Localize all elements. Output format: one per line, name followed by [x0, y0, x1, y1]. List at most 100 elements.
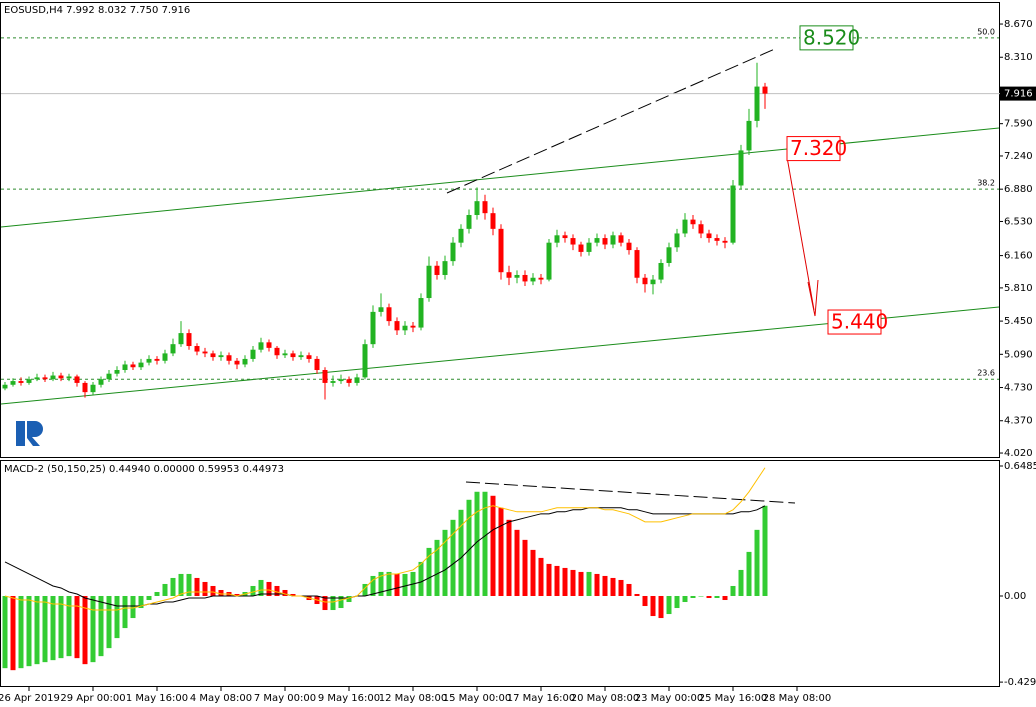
macd-bar — [50, 595, 56, 661]
fib-label: 50.0 — [977, 27, 995, 36]
y-tick-label: 6.160 — [1004, 251, 1033, 262]
macd-bar — [362, 583, 368, 596]
candle-body — [18, 381, 24, 383]
macd-bar — [762, 505, 768, 596]
candle-body — [234, 360, 240, 365]
macd-bar — [290, 593, 296, 596]
logo — [16, 421, 43, 446]
candle-body — [162, 353, 168, 361]
candle-body — [530, 277, 536, 282]
macd-bar — [690, 595, 696, 599]
macd-bar — [618, 579, 624, 596]
price-target-box — [786, 136, 841, 162]
macd-bar — [498, 507, 504, 596]
macd-bar — [370, 575, 376, 596]
candle-body — [298, 355, 304, 358]
macd-bar — [474, 491, 480, 596]
macd-bar — [418, 561, 424, 596]
y-tick-label: 6.530 — [1004, 216, 1033, 227]
macd-bar — [170, 577, 176, 596]
macd-bar — [10, 595, 16, 671]
candle-body — [282, 353, 288, 356]
candle-body — [306, 355, 312, 359]
candle-body — [650, 279, 656, 285]
macd-line — [4, 467, 766, 611]
macd-title: MACD-2 (50,150,25) 0.44940 0.00000 0.599… — [4, 464, 284, 475]
macd-bar — [506, 519, 512, 596]
x-tick-label: 1 May 16:00 — [126, 693, 188, 704]
macd-bar — [42, 595, 48, 663]
candle-body — [202, 351, 208, 354]
candle-body — [490, 213, 496, 229]
macd-bar — [594, 573, 600, 596]
candle-body — [2, 384, 8, 389]
macd-bar — [658, 595, 664, 619]
y-tick-label: 4.020 — [1004, 448, 1033, 459]
macd-bar — [442, 529, 448, 596]
candle-body — [258, 342, 264, 350]
x-tick-label: 17 May 16:00 — [507, 693, 576, 704]
macd-bar — [722, 595, 728, 601]
candle-body — [554, 235, 560, 243]
macd-bar — [546, 563, 552, 596]
candle-body — [706, 233, 712, 239]
macd-bar — [2, 595, 8, 669]
price-pane — [0, 2, 1000, 458]
macd-bar — [386, 571, 392, 596]
macd-bar — [274, 585, 280, 596]
x-tick-label: 23 May 00:00 — [635, 693, 704, 704]
candle-body — [130, 364, 136, 368]
candle-body — [666, 247, 672, 263]
macd-bar — [586, 571, 592, 596]
candle-body — [378, 307, 384, 312]
candle-body — [682, 219, 688, 234]
candle-body — [538, 277, 544, 280]
macd-bar — [218, 589, 224, 596]
candle-body — [290, 353, 296, 358]
x-tick-label: 15 May 00:00 — [443, 693, 512, 704]
candle-body — [346, 379, 352, 383]
macd-bar — [74, 595, 80, 659]
macd-bar — [394, 573, 400, 596]
macd-bar — [82, 595, 88, 665]
forecast-arrow — [786, 156, 815, 311]
macd-bar — [602, 575, 608, 596]
candle-body — [546, 242, 552, 280]
macd-trend-dashed — [465, 481, 796, 504]
macd-bar — [106, 595, 112, 649]
candle-body — [642, 277, 648, 285]
macd-bar — [202, 581, 208, 596]
candle-body — [690, 219, 696, 225]
price-title: EOSUSD,H4 7.992 8.032 7.750 7.916 — [4, 5, 190, 16]
fib-label: 38.2 — [977, 179, 995, 188]
macd-bar — [146, 595, 152, 601]
candle-body — [514, 274, 520, 278]
candle-body — [658, 262, 664, 280]
candle-body — [434, 265, 440, 275]
macd-bar — [194, 577, 200, 596]
candle-body — [458, 228, 464, 243]
candle-body — [266, 342, 272, 348]
candle-body — [602, 238, 608, 245]
price-target-label: 7.320 — [790, 136, 847, 160]
macd-bar — [58, 595, 64, 659]
last-price-box — [1000, 86, 1036, 101]
macd-bar — [186, 573, 192, 596]
candle-body — [730, 185, 736, 243]
x-tick-label: 4 May 08:00 — [190, 693, 252, 704]
macd-bar — [570, 569, 576, 596]
candle-body — [466, 215, 472, 229]
candle-body — [58, 375, 64, 379]
candle-body — [746, 120, 752, 151]
candle-body — [338, 379, 344, 382]
candle-body — [26, 379, 32, 383]
macd-bar — [698, 595, 704, 597]
y-tick-label: 0.64854 — [1004, 461, 1036, 472]
last-price-label: 7.916 — [1004, 89, 1033, 100]
fib-label: 23.6 — [977, 369, 995, 378]
macd-bar — [530, 549, 536, 596]
macd-bar — [138, 595, 144, 609]
candle-body — [98, 379, 104, 385]
candle-body — [570, 238, 576, 245]
candle-body — [474, 201, 480, 216]
